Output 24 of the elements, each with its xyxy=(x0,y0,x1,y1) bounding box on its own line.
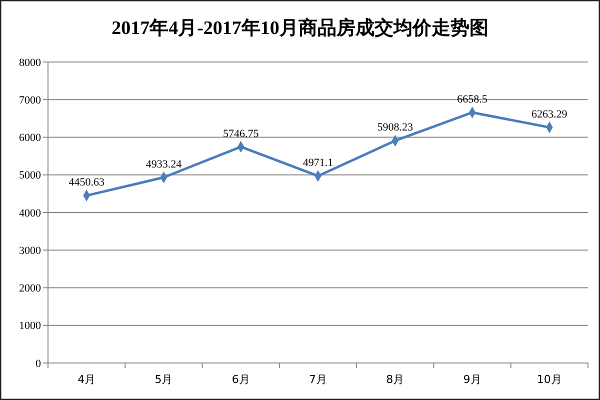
y-tick-label: 7000 xyxy=(19,94,42,106)
y-tick-label: 0 xyxy=(36,358,42,370)
y-tick-label: 1000 xyxy=(19,320,42,332)
data-label: 5908.23 xyxy=(377,122,414,134)
y-tick-label: 5000 xyxy=(19,170,42,182)
chart-title: 2017年4月-2017年10月商品房成交均价走势图 xyxy=(112,17,488,39)
x-tick-label: 10月 xyxy=(536,373,562,386)
data-label: 4971.1 xyxy=(302,156,334,169)
x-tick-label: 5月 xyxy=(154,373,173,386)
y-tick-label: 3000 xyxy=(19,244,42,257)
x-tick-label: 6月 xyxy=(232,373,250,386)
y-tick-label: 8000 xyxy=(19,56,42,69)
data-label: 6658.5 xyxy=(457,93,488,106)
data-label: 5746.75 xyxy=(222,128,260,140)
data-label: 4450.63 xyxy=(68,176,105,189)
x-tick-label: 8月 xyxy=(386,373,404,386)
y-tick-label: 2000 xyxy=(19,282,42,295)
data-label: 6263.29 xyxy=(532,108,568,120)
y-tick-label: 6000 xyxy=(19,132,42,144)
x-tick-label: 4月 xyxy=(78,373,96,386)
x-tick-label: 9月 xyxy=(463,373,482,386)
data-label: 4933.24 xyxy=(146,158,182,170)
y-tick-label: 4000 xyxy=(19,207,42,220)
x-tick-label: 7月 xyxy=(309,373,327,386)
